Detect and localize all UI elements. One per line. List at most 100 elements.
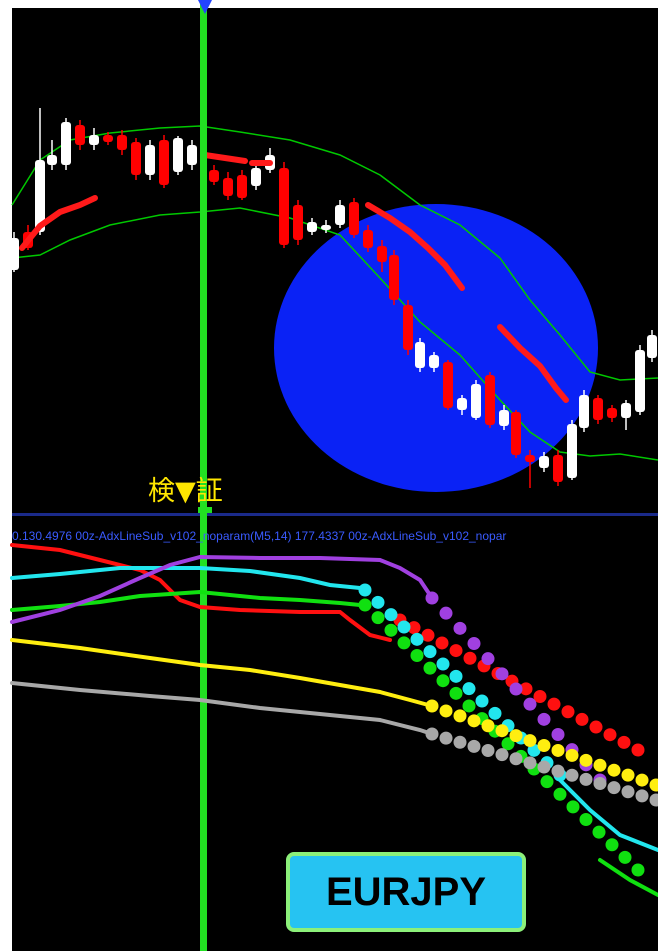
dot-green xyxy=(436,674,450,688)
candle-body xyxy=(635,350,645,412)
dot-yellow xyxy=(439,704,453,718)
dot-yellow xyxy=(649,778,658,792)
candle-body xyxy=(103,135,113,142)
candle-body xyxy=(579,395,589,428)
dot-green xyxy=(631,863,645,877)
candle-body xyxy=(415,342,425,368)
dot-red xyxy=(631,743,645,757)
candle-body xyxy=(443,362,453,408)
candle-body xyxy=(485,375,495,425)
dot-purple xyxy=(467,637,481,650)
candle-body xyxy=(525,455,535,462)
dot-gray xyxy=(635,789,649,803)
dot-green xyxy=(566,800,580,814)
ma-segment xyxy=(365,202,465,291)
lower-band xyxy=(11,207,658,461)
dot-green xyxy=(384,623,398,637)
line-cyan xyxy=(10,566,362,590)
marker-handle[interactable] xyxy=(198,507,212,513)
dot-yellow xyxy=(537,739,551,752)
dot-purple xyxy=(523,697,537,711)
dot-cyan xyxy=(397,620,411,634)
candle-body xyxy=(307,222,317,232)
candle-body xyxy=(363,230,373,248)
dot-purple xyxy=(509,682,523,696)
dot-red xyxy=(421,628,435,642)
candle-body xyxy=(621,403,631,418)
dot-cyan xyxy=(358,583,372,597)
candle-body xyxy=(9,238,19,270)
dot-purple xyxy=(481,652,495,666)
dot-gray xyxy=(481,744,495,757)
ma-segment xyxy=(497,324,569,403)
dot-yellow xyxy=(607,763,621,777)
line-red xyxy=(10,543,392,642)
candle-body xyxy=(75,125,85,145)
dot-yellow xyxy=(593,758,607,772)
dot-cyan xyxy=(475,694,489,708)
highlight-circle xyxy=(274,204,598,492)
candle-body xyxy=(223,178,233,196)
candle-body xyxy=(187,145,197,165)
dot-cyan xyxy=(371,595,385,609)
dot-red xyxy=(407,621,421,635)
dot-yellow xyxy=(467,714,481,728)
dot-yellow xyxy=(551,743,565,757)
dot-red xyxy=(449,644,463,658)
dot-red xyxy=(463,651,477,665)
dot-red xyxy=(589,720,603,734)
candle-body xyxy=(335,205,345,225)
dot-green xyxy=(371,611,385,625)
dot-green xyxy=(462,699,476,713)
candle-body xyxy=(61,122,71,165)
indicator-header: 0.130.4976 00z-AdxLineSub_v102_noparam(M… xyxy=(12,529,506,543)
candle-body xyxy=(47,155,57,165)
candle-body xyxy=(145,145,155,175)
dot-cyan xyxy=(436,657,450,671)
dot-purple xyxy=(425,591,439,605)
candle-body xyxy=(553,455,563,482)
dot-cyan xyxy=(410,632,424,646)
line-yellow xyxy=(10,638,434,708)
dot-purple xyxy=(537,712,551,726)
dot-cyan xyxy=(384,608,398,622)
dot-red xyxy=(603,728,617,742)
dot-green xyxy=(449,686,463,700)
dot-green xyxy=(618,850,632,864)
dot-yellow xyxy=(579,753,593,767)
candle-body xyxy=(293,205,303,240)
dot-green xyxy=(553,787,567,801)
line-cyan-tail xyxy=(558,778,658,852)
dot-red xyxy=(575,712,589,726)
line-gray xyxy=(10,681,434,736)
dot-gray xyxy=(467,739,481,753)
dot-green xyxy=(501,737,515,751)
candle-body xyxy=(35,160,45,232)
dot-purple xyxy=(453,621,467,635)
candle-body xyxy=(279,168,289,245)
dot-gray xyxy=(565,768,579,782)
dot-gray xyxy=(425,727,439,741)
dot-gray xyxy=(495,748,509,762)
dot-red xyxy=(561,705,575,719)
symbol-badge-label: EURJPY xyxy=(325,869,487,914)
dot-gray xyxy=(649,793,658,807)
dot-gray xyxy=(453,735,467,749)
dot-gray xyxy=(621,785,635,799)
candle-body xyxy=(173,138,183,172)
envelope-bands xyxy=(11,125,658,461)
dot-gray xyxy=(579,772,593,786)
dot-gray xyxy=(439,731,453,745)
dot-yellow xyxy=(621,768,635,782)
dot-green xyxy=(410,648,424,662)
line-purple xyxy=(10,554,434,624)
candle-body xyxy=(647,335,657,358)
dot-red xyxy=(519,682,533,696)
dot-gray xyxy=(551,764,565,778)
candle-body xyxy=(321,225,331,230)
ma-segment xyxy=(202,152,248,164)
dot-green xyxy=(540,775,554,789)
dot-yellow xyxy=(565,748,579,762)
dot-red xyxy=(617,735,631,749)
